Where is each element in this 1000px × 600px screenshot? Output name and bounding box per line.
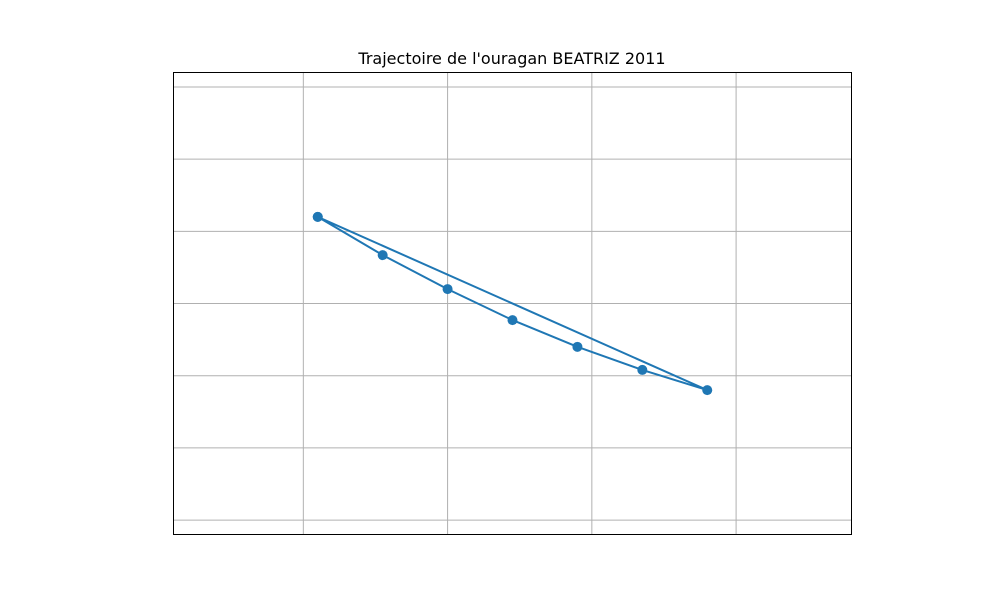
trajectory-point	[377, 250, 388, 261]
trajectory-point	[442, 284, 453, 295]
gridlines	[173, 72, 852, 535]
chart-title: Trajectoire de l'ouragan BEATRIZ 2011	[357, 49, 665, 68]
trajectory-point	[312, 211, 323, 222]
trajectory-line	[317, 215, 709, 392]
trajectory-point	[637, 364, 648, 375]
trajectory-point	[572, 341, 583, 352]
plot-area	[312, 211, 713, 396]
trajectory-point	[702, 385, 713, 396]
trajectory-point	[507, 315, 518, 326]
axes-frame	[173, 72, 852, 535]
